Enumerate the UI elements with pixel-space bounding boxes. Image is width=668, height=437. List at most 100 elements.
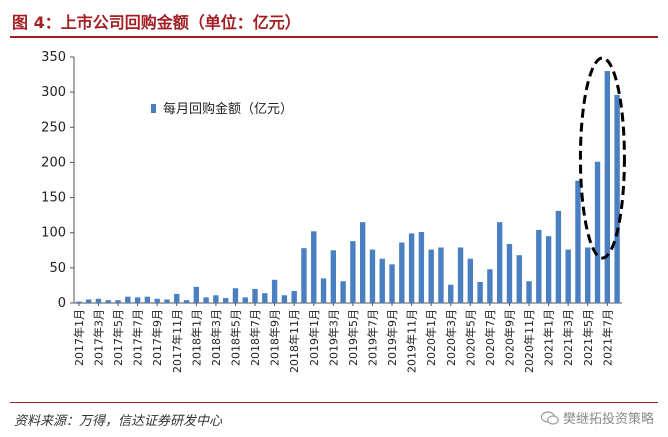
legend-label: 每月回购金额（亿元）	[163, 101, 293, 117]
bar	[555, 210, 562, 303]
bar	[262, 293, 268, 303]
bar	[428, 249, 434, 303]
chart-axes: 0 50 100 150 200 250 300 350	[41, 50, 622, 311]
source-note: 资料来源：万得，信达证券研发中心	[14, 414, 223, 429]
bar	[232, 288, 239, 303]
bar	[105, 300, 111, 303]
y-tick-label: 100	[41, 226, 66, 241]
bar	[222, 298, 229, 303]
x-tick-label: 2017年9月	[150, 309, 164, 366]
page-title: 图 4：上市公司回购金额（单位：亿元）	[12, 13, 301, 32]
x-tick-label: 2019年3月	[326, 309, 340, 366]
bar	[144, 296, 151, 303]
x-tick-label: 2020年5月	[463, 309, 477, 366]
wechat-icon	[540, 410, 559, 425]
bar	[496, 222, 503, 303]
bar	[448, 284, 454, 303]
bar	[193, 286, 200, 303]
wechat-watermark: 樊继拓投资策略	[540, 408, 654, 427]
bar	[379, 258, 385, 303]
bar	[575, 180, 581, 303]
bar	[252, 288, 258, 303]
x-tick-label: 2017年11月	[170, 309, 184, 373]
legend-swatch	[151, 104, 156, 113]
bar	[311, 231, 317, 303]
x-tick-label: 2018年7月	[248, 309, 262, 366]
chart-bars	[76, 71, 620, 303]
bar	[369, 249, 376, 303]
bar	[174, 293, 180, 303]
bar	[516, 255, 522, 303]
bar	[477, 281, 483, 303]
bar	[134, 297, 141, 303]
bar	[614, 94, 620, 303]
bar	[457, 247, 464, 303]
y-tick-label: 0	[58, 296, 66, 311]
bar	[359, 222, 366, 303]
y-tick-label: 200	[41, 155, 66, 170]
bar	[545, 236, 552, 303]
bar	[242, 297, 248, 303]
bar	[164, 299, 170, 303]
bar	[125, 296, 131, 303]
bar	[281, 295, 288, 303]
x-tick-label: 2019年9月	[385, 309, 399, 366]
bar	[467, 258, 474, 303]
bar	[604, 71, 611, 303]
x-tick-label: 2020年11月	[522, 309, 536, 373]
x-tick-label: 2021年5月	[581, 309, 595, 366]
bar	[301, 248, 307, 303]
x-tick-label: 2018年11月	[287, 309, 301, 373]
x-tick-label: 2019年7月	[365, 309, 379, 366]
x-tick-label: 2020年7月	[483, 309, 497, 366]
bar	[203, 297, 209, 303]
chart-ticks: 2017年1月 2017年3月 2017年5月 2017年7月 2017年9月 2017年…	[72, 303, 614, 373]
x-tick-label: 2019年11月	[405, 309, 419, 373]
watermark-text: 樊继拓投资策略	[562, 412, 654, 427]
bar	[438, 247, 444, 303]
footer-divider	[10, 402, 658, 403]
bar	[594, 161, 601, 303]
chart-legend: 每月回购金额（亿元）	[151, 101, 293, 117]
bar	[154, 298, 160, 303]
bar	[76, 301, 82, 303]
title-divider	[10, 36, 658, 38]
bar	[408, 233, 415, 303]
x-tick-label: 2017年3月	[91, 309, 105, 366]
y-tick-label: 150	[41, 191, 66, 206]
bar	[526, 281, 532, 303]
bar	[330, 250, 337, 303]
x-tick-label: 2018年3月	[209, 309, 223, 366]
y-tick-label: 350	[41, 50, 66, 65]
y-tick-label: 50	[49, 261, 66, 276]
x-tick-label: 2018年9月	[268, 309, 282, 366]
x-tick-label: 2021年1月	[542, 309, 556, 366]
x-tick-label: 2018年5月	[228, 309, 242, 366]
bar	[291, 291, 297, 303]
bar	[95, 298, 102, 303]
x-tick-label: 2017年7月	[131, 309, 145, 366]
bar	[487, 269, 493, 303]
x-tick-label: 2021年3月	[561, 309, 575, 366]
bar	[585, 247, 591, 303]
bar	[565, 249, 571, 303]
x-tick-label: 2020年3月	[444, 309, 458, 366]
x-tick-label: 2018年1月	[189, 309, 203, 366]
x-tick-label: 2020年1月	[424, 309, 438, 366]
x-tick-label: 2017年5月	[111, 309, 125, 366]
bar	[399, 242, 405, 303]
bar	[115, 300, 121, 303]
bar	[85, 299, 92, 303]
bar	[350, 241, 356, 303]
y-tick-label: 300	[41, 85, 66, 100]
bar	[536, 229, 542, 303]
x-tick-label: 2017年1月	[72, 309, 86, 366]
bar	[271, 279, 278, 303]
title-bar: 图 4：上市公司回购金额（单位：亿元）	[0, 0, 668, 40]
x-tick-label: 2021年7月	[600, 309, 614, 366]
bar	[418, 232, 425, 303]
bar	[506, 243, 513, 303]
x-tick-label: 2019年5月	[346, 309, 360, 366]
x-tick-label: 2019年1月	[307, 309, 321, 366]
